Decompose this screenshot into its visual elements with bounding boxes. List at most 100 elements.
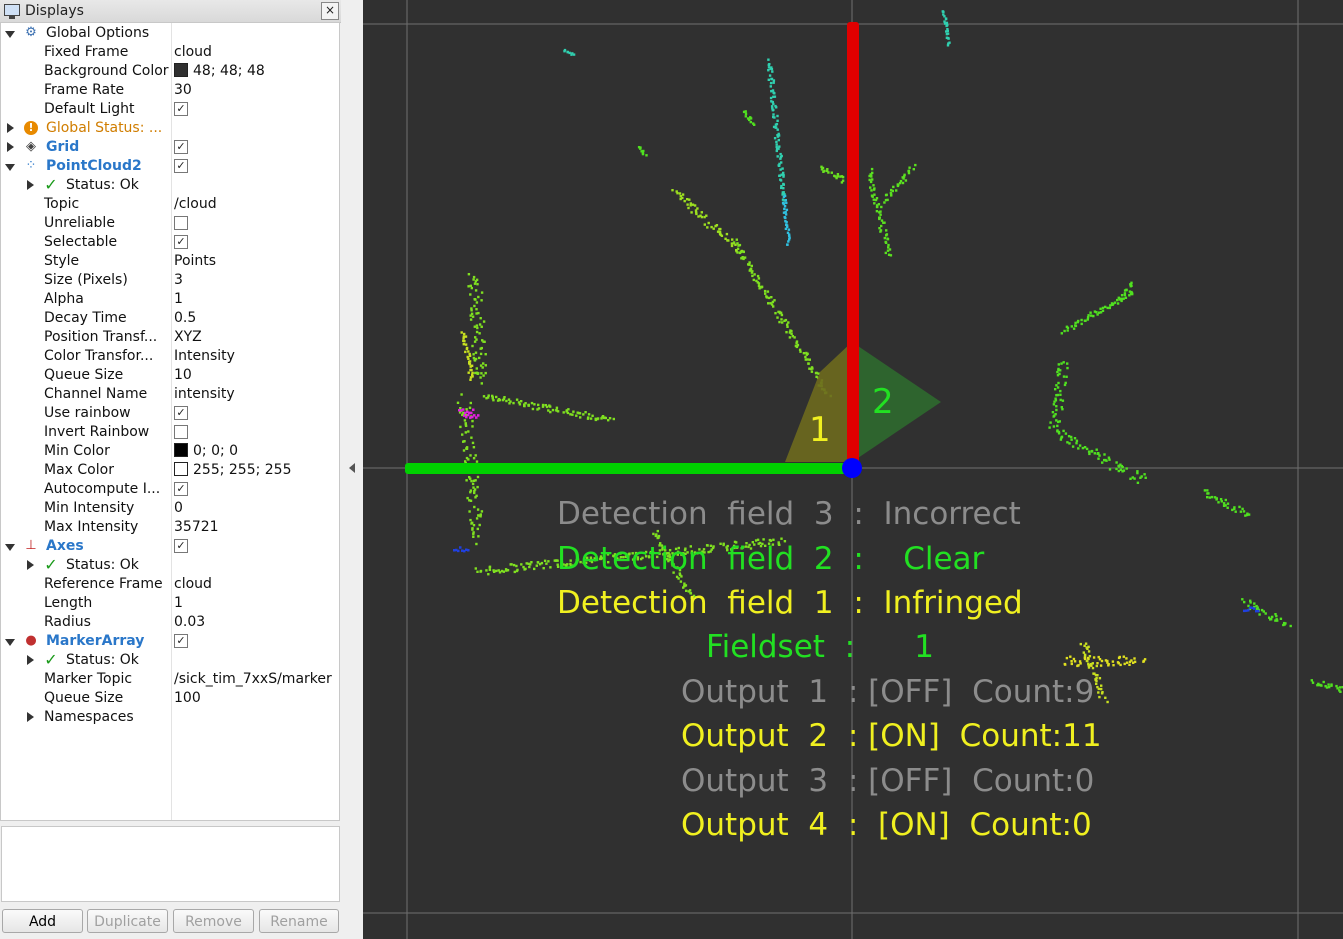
tree-row-value[interactable]: /sick_tim_7xxS/marker [174, 671, 332, 687]
tree-row-value[interactable]: cloud [174, 44, 212, 60]
rename-button[interactable]: Rename [259, 909, 339, 933]
tree-row[interactable]: Style Points [1, 252, 339, 271]
tree-row[interactable]: Namespaces [1, 708, 339, 727]
tree-row[interactable]: Queue Size 100 [1, 689, 339, 708]
tree-row[interactable]: Selectable ✓ [1, 233, 339, 252]
tree-row-value[interactable]: 1 [174, 595, 183, 611]
tree-row[interactable]: ✓ Status: Ok [1, 651, 339, 670]
tree-row-label: Marker Topic [44, 671, 133, 687]
collapse-arrow-icon[interactable] [27, 180, 34, 190]
tree-row-value[interactable]: cloud [174, 576, 212, 592]
panel-splitter[interactable] [341, 0, 363, 939]
tree-row[interactable]: Max Intensity 35721 [1, 518, 339, 537]
tree-row-value[interactable]: 3 [174, 272, 183, 288]
tree-row-value[interactable]: XYZ [174, 329, 202, 345]
tree-row-label: Autocompute I... [44, 481, 161, 497]
row-checkbox[interactable] [174, 425, 188, 439]
tree-row[interactable]: ◈ Grid ✓ [1, 138, 339, 157]
tree-row-value-text: 48; 48; 48 [193, 63, 265, 79]
tree-row[interactable]: ! Global Status: ... [1, 119, 339, 138]
row-checkbox[interactable]: ✓ [174, 159, 188, 173]
tree-row-value-text: 0 [174, 500, 183, 516]
collapse-arrow-icon[interactable] [27, 560, 34, 570]
row-checkbox[interactable]: ✓ [174, 102, 188, 116]
collapse-arrow-icon[interactable] [349, 463, 355, 473]
tree-row[interactable]: Unreliable [1, 214, 339, 233]
tree-row[interactable]: Max Color 255; 255; 255 [1, 461, 339, 480]
tree-row-value[interactable]: 30 [174, 82, 192, 98]
tree-row[interactable]: Autocompute I... ✓ [1, 480, 339, 499]
tree-row-value[interactable]: 48; 48; 48 [174, 63, 265, 79]
remove-button[interactable]: Remove [173, 909, 254, 933]
tree-row[interactable]: Reference Frame cloud [1, 575, 339, 594]
detection-field-2 [852, 342, 941, 462]
panel-titlebar: Displays × [0, 0, 341, 23]
tree-row[interactable]: Fixed Frame cloud [1, 43, 339, 62]
tree-row-value[interactable]: 10 [174, 367, 192, 383]
collapse-arrow-icon[interactable] [27, 655, 34, 665]
tree-row[interactable]: Topic/cloud [1, 195, 339, 214]
tree-row-value[interactable]: intensity [174, 386, 235, 402]
expand-arrow-icon[interactable] [5, 639, 15, 646]
tree-row[interactable]: Size (Pixels) 3 [1, 271, 339, 290]
row-checkbox[interactable]: ✓ [174, 482, 188, 496]
tree-row[interactable]: Channel Name intensity [1, 385, 339, 404]
3d-viewport[interactable]: 1 2 Detection field 3 : Incorrect Detect… [363, 0, 1343, 939]
tree-row-value[interactable]: 35721 [174, 519, 219, 535]
tree-row[interactable]: Min Color 0; 0; 0 [1, 442, 339, 461]
tree-row[interactable]: Min Intensity 0 [1, 499, 339, 518]
tree-row-value-text: Points [174, 253, 217, 269]
row-checkbox[interactable]: ✓ [174, 539, 188, 553]
row-checkbox[interactable]: ✓ [174, 634, 188, 648]
tree-row[interactable]: ● MarkerArray ✓ [1, 632, 339, 651]
tree-row[interactable]: ✓ Status: Ok [1, 176, 339, 195]
tree-row[interactable]: Marker Topic/sick_tim_7xxS/marker [1, 670, 339, 689]
row-checkbox[interactable]: ✓ [174, 235, 188, 249]
tree-row-value[interactable]: /cloud [174, 196, 217, 212]
tree-row[interactable]: Default Light ✓ [1, 100, 339, 119]
tree-row[interactable]: Use rainbow ✓ [1, 404, 339, 423]
row-checkbox[interactable] [174, 216, 188, 230]
tree-row[interactable]: Position Transf... XYZ [1, 328, 339, 347]
tree-row-value[interactable]: 255; 255; 255 [174, 462, 292, 478]
tree-row[interactable]: Length 1 [1, 594, 339, 613]
tree-row-value[interactable]: 0 [174, 500, 183, 516]
overlay-line-field2: Detection field 2 : Clear [557, 541, 985, 577]
tree-row[interactable]: Background Color 48; 48; 48 [1, 62, 339, 81]
row-checkbox[interactable]: ✓ [174, 406, 188, 420]
tree-row-label: Position Transf... [44, 329, 158, 345]
tree-row-label: Queue Size [44, 367, 124, 383]
tree-row[interactable]: Frame Rate 30 [1, 81, 339, 100]
collapse-arrow-icon[interactable] [27, 712, 34, 722]
tree-row-value[interactable]: 0; 0; 0 [174, 443, 238, 459]
close-icon[interactable]: × [321, 2, 339, 20]
expand-arrow-icon[interactable] [5, 164, 15, 171]
collapse-arrow-icon[interactable] [7, 142, 14, 152]
tree-row-label: Alpha [44, 291, 84, 307]
expand-arrow-icon[interactable] [5, 544, 15, 551]
add-button[interactable]: Add [2, 909, 83, 933]
tree-row[interactable]: Queue Size 10 [1, 366, 339, 385]
tree-row-value[interactable]: 0.5 [174, 310, 196, 326]
tree-row[interactable]: Alpha 1 [1, 290, 339, 309]
tree-row[interactable]: Color Transfor... Intensity [1, 347, 339, 366]
tree-row[interactable]: ⊥ Axes ✓ [1, 537, 339, 556]
tree-row-value[interactable]: 100 [174, 690, 201, 706]
tree-row-label: Fixed Frame [44, 44, 129, 60]
tree-row[interactable]: ⚙ Global Options [1, 24, 339, 43]
tree-row[interactable]: ⁘ PointCloud2 ✓ [1, 157, 339, 176]
tree-row[interactable]: Radius 0.03 [1, 613, 339, 632]
expand-arrow-icon[interactable] [5, 31, 15, 38]
tree-row-value[interactable]: Intensity [174, 348, 235, 364]
display-tree[interactable]: ⚙ Global Options Fixed Frame cloud Backgroun… [0, 22, 340, 821]
tree-row-value[interactable]: 1 [174, 291, 183, 307]
tree-row-value[interactable]: Points [174, 253, 216, 269]
collapse-arrow-icon[interactable] [7, 123, 14, 133]
tree-row-value[interactable]: 0.03 [174, 614, 205, 630]
tree-row[interactable]: Decay Time 0.5 [1, 309, 339, 328]
tree-row-label: Namespaces [44, 709, 134, 725]
row-checkbox[interactable]: ✓ [174, 140, 188, 154]
duplicate-button[interactable]: Duplicate [87, 909, 168, 933]
tree-row[interactable]: ✓ Status: Ok [1, 556, 339, 575]
tree-row[interactable]: Invert Rainbow [1, 423, 339, 442]
